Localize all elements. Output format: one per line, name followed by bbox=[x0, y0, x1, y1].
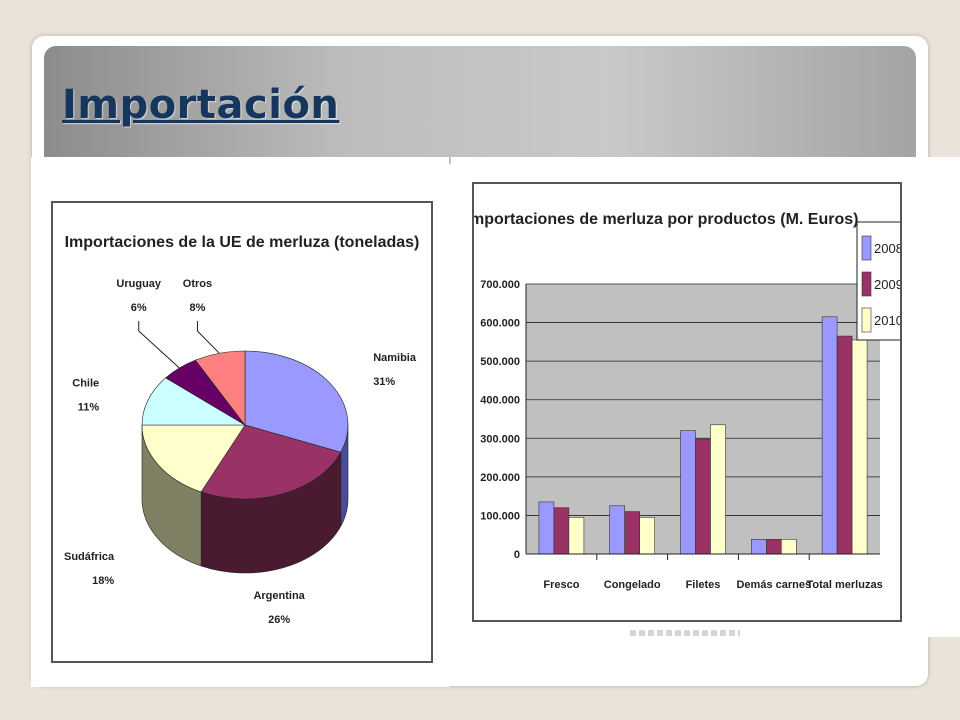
pie-label-argentina: Argentina bbox=[253, 590, 305, 602]
x-tick-label: Filetes bbox=[686, 579, 721, 591]
y-tick-label: 700.000 bbox=[480, 279, 520, 291]
legend-swatch-2010 bbox=[861, 307, 872, 333]
pie-pct-argentina: 26% bbox=[268, 614, 290, 626]
x-tick-label: Congelado bbox=[604, 579, 661, 591]
leader-line-uruguay bbox=[138, 321, 180, 369]
pie-slice-chile bbox=[141, 377, 247, 426]
bar-2009-3 bbox=[765, 539, 782, 555]
title-bar bbox=[44, 46, 916, 164]
leader-line-otros bbox=[196, 321, 220, 354]
x-tick-label: Total merluzas bbox=[806, 579, 882, 591]
x-tick-label: Fresco bbox=[543, 579, 579, 591]
legend: 2008 2009 2010 bbox=[856, 221, 903, 341]
pie-label-chile: Chile bbox=[72, 377, 99, 389]
pie-label-uruguay: Uruguay bbox=[116, 278, 162, 290]
pie-pct-uruguay: 6% bbox=[131, 302, 147, 314]
pie-slice-argentina bbox=[200, 424, 342, 500]
bar-chart-title: Importaciones de merluza por productos (… bbox=[474, 211, 858, 228]
bar-2010-0 bbox=[568, 517, 585, 555]
bar-2008-2 bbox=[680, 430, 696, 555]
bars bbox=[538, 316, 868, 555]
pie-chart-title: Importaciones de la UE de merluza (tonel… bbox=[65, 234, 420, 251]
bar-2008-1 bbox=[609, 505, 625, 555]
legend-swatch-2008 bbox=[861, 235, 872, 261]
bar-2009-0 bbox=[553, 507, 570, 555]
x-tick-label: Demás carnes bbox=[736, 579, 811, 591]
legend-swatch-2009 bbox=[861, 271, 872, 297]
bar-chart: Importaciones de merluza por productos (… bbox=[466, 211, 903, 591]
bar-2010-4 bbox=[851, 339, 868, 555]
pie-labels: Namibia 31% Argentina 26% Sudáfrica 18% Chile 1… bbox=[64, 278, 417, 626]
pie-pct-chile: 11% bbox=[78, 401, 100, 413]
y-tick-label: 400.000 bbox=[480, 395, 520, 407]
pie-chart-frame: Importaciones de la UE de merluza (tonel… bbox=[51, 201, 433, 663]
source-footnote bbox=[630, 630, 740, 636]
pie-chart: Importaciones de la UE de merluza (tonel… bbox=[64, 234, 420, 626]
pie-slice-otros bbox=[194, 350, 246, 426]
bar-2009-1 bbox=[624, 511, 640, 555]
bar-2009-4 bbox=[836, 335, 853, 555]
pie-label-namibia: Namibia bbox=[373, 352, 417, 364]
bar-2010-2 bbox=[710, 424, 726, 555]
pie-pct-sudáfrica: 18% bbox=[92, 575, 114, 587]
slide-title: Importación bbox=[62, 82, 340, 128]
y-tick-label: 300.000 bbox=[480, 433, 520, 445]
legend-label-2010: 2010 bbox=[874, 313, 900, 328]
bar-2009-2 bbox=[695, 438, 711, 555]
pie-slice-sudáfrica bbox=[141, 424, 246, 493]
pie-label-otros: Otros bbox=[183, 278, 212, 290]
pie-pct-otros: 8% bbox=[189, 302, 205, 314]
y-tick-label: 600.000 bbox=[480, 318, 520, 330]
y-tick-label: 0 bbox=[514, 549, 520, 561]
pie-slices bbox=[141, 350, 349, 500]
y-tick-label: 500.000 bbox=[480, 356, 520, 368]
y-tick-label: 100.000 bbox=[480, 510, 520, 522]
y-tick-label: 200.000 bbox=[480, 472, 520, 484]
bar-2010-3 bbox=[780, 539, 797, 555]
legend-label-2008: 2008 bbox=[874, 241, 900, 256]
pie-label-sudáfrica: Sudáfrica bbox=[64, 551, 115, 563]
bar-2010-1 bbox=[639, 517, 655, 555]
bar-chart-frame: Importaciones de merluza por productos (… bbox=[466, 182, 903, 622]
pie-slice-namibia bbox=[244, 350, 349, 453]
axes: 0 100.000 200.000 300.000 400.000 500.000 600.… bbox=[480, 279, 882, 591]
bar-2008-3 bbox=[750, 539, 767, 555]
bar-2008-0 bbox=[538, 501, 555, 555]
legend-label-2009: 2009 bbox=[874, 277, 900, 292]
bar-2008-4 bbox=[821, 316, 838, 555]
pie-pct-namibia: 31% bbox=[373, 376, 395, 388]
